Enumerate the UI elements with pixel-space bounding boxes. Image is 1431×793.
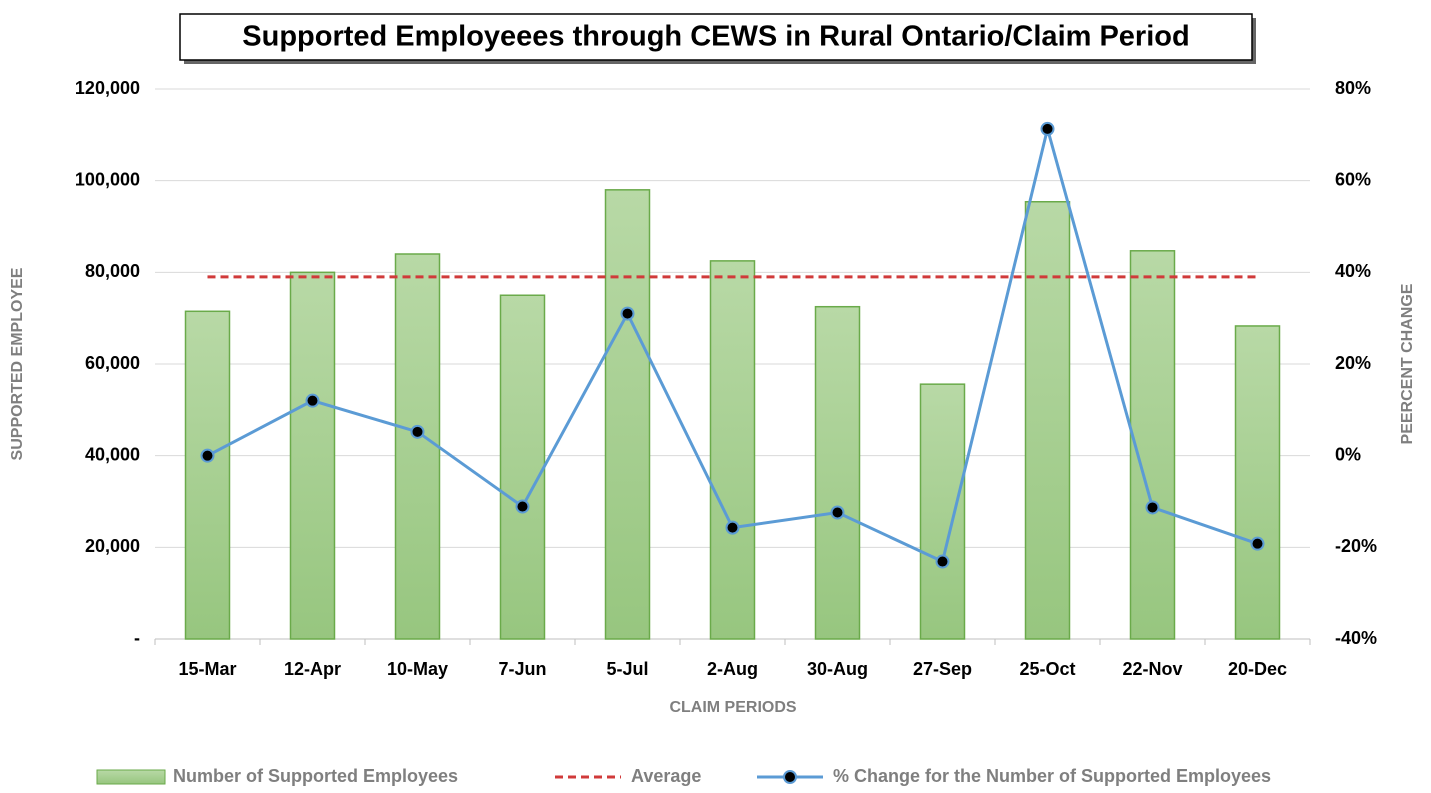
x-axis-label: CLAIM PERIODS bbox=[669, 699, 796, 716]
legend-label: Number of Supported Employees bbox=[173, 766, 458, 786]
y2-tick-label: -20% bbox=[1335, 536, 1377, 556]
marker bbox=[200, 448, 215, 463]
y-tick-label: 40,000 bbox=[85, 444, 140, 464]
marker bbox=[1145, 500, 1160, 515]
chart-title: Supported Employeees through CEWS in Rur… bbox=[242, 21, 1189, 53]
bar bbox=[709, 260, 756, 640]
legend-swatch bbox=[96, 769, 166, 785]
x-tick-label: 27-Sep bbox=[913, 659, 972, 679]
y2-axis-label: PEERCENT CHANGE bbox=[1399, 283, 1416, 444]
y-axis-label: SUPPORTED EMPLOYEE bbox=[9, 267, 26, 460]
x-tick-label: 10-May bbox=[387, 659, 448, 679]
marker bbox=[830, 505, 845, 520]
y2-tick-label: 20% bbox=[1335, 353, 1371, 373]
legend-label: Average bbox=[631, 766, 701, 786]
bar bbox=[499, 294, 546, 640]
x-tick-label: 22-Nov bbox=[1122, 659, 1182, 679]
title-box bbox=[179, 13, 1253, 61]
y2-tick-label: 60% bbox=[1335, 169, 1371, 189]
marker bbox=[1250, 536, 1265, 551]
x-tick-label: 20-Dec bbox=[1228, 659, 1287, 679]
marker bbox=[725, 520, 740, 535]
bar bbox=[919, 383, 966, 640]
bar bbox=[1024, 201, 1071, 640]
bar bbox=[1234, 325, 1281, 640]
y2-tick-label: 40% bbox=[1335, 261, 1371, 281]
x-tick-label: 5-Jul bbox=[606, 659, 648, 679]
x-tick-label: 2-Aug bbox=[707, 659, 758, 679]
y-tick-label: 100,000 bbox=[75, 169, 140, 189]
bar bbox=[1129, 250, 1176, 640]
y-tick-label: 120,000 bbox=[75, 78, 140, 98]
marker bbox=[305, 393, 320, 408]
marker bbox=[1040, 121, 1055, 136]
legend-marker bbox=[783, 770, 797, 784]
marker bbox=[515, 499, 530, 514]
y-tick-label: 20,000 bbox=[85, 536, 140, 556]
marker bbox=[410, 424, 425, 439]
y-tick-label: - bbox=[134, 628, 140, 648]
bar bbox=[394, 253, 441, 640]
legend-label: % Change for the Number of Supported Emp… bbox=[833, 766, 1271, 786]
x-tick-label: 7-Jun bbox=[498, 659, 546, 679]
marker bbox=[620, 306, 635, 321]
x-tick-label: 15-Mar bbox=[178, 659, 236, 679]
bar bbox=[184, 310, 231, 640]
bar bbox=[289, 271, 336, 640]
x-tick-label: 25-Oct bbox=[1019, 659, 1075, 679]
marker bbox=[935, 554, 950, 569]
y2-tick-label: 0% bbox=[1335, 444, 1361, 464]
x-tick-label: 30-Aug bbox=[807, 659, 868, 679]
x-tick-label: 12-Apr bbox=[284, 659, 341, 679]
y-tick-label: 60,000 bbox=[85, 353, 140, 373]
bar bbox=[814, 305, 861, 640]
y-tick-label: 80,000 bbox=[85, 261, 140, 281]
y2-tick-label: -40% bbox=[1335, 628, 1377, 648]
y2-tick-label: 80% bbox=[1335, 78, 1371, 98]
bar bbox=[604, 189, 651, 640]
